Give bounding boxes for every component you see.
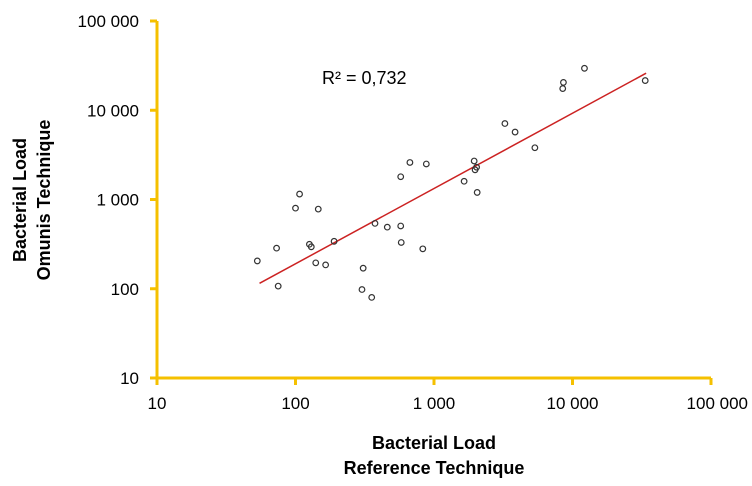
trendline-group	[259, 72, 647, 284]
y-tick-label: 1 000	[96, 191, 139, 210]
data-point	[397, 222, 405, 230]
x-axis-title-line2: Reference Technique	[344, 458, 525, 478]
data-point	[501, 120, 509, 127]
data-point	[307, 243, 315, 251]
data-point	[470, 157, 478, 165]
data-point	[371, 219, 379, 227]
data-point	[322, 261, 330, 269]
data-point	[531, 144, 539, 152]
x-tick-label: 100 000	[687, 394, 748, 413]
y-tick-label: 10	[120, 369, 139, 388]
data-point	[273, 244, 280, 252]
data-point	[422, 160, 430, 168]
data-point	[406, 159, 414, 166]
data-point	[368, 293, 376, 301]
data-point	[359, 264, 367, 272]
y-axis-title-line1: Bacterial Load	[10, 138, 30, 262]
axes	[150, 19, 713, 385]
y-tick-label: 100	[111, 280, 139, 299]
data-point	[312, 259, 320, 267]
data-point	[581, 64, 588, 72]
y-tick-label: 100 000	[78, 12, 139, 31]
data-point	[274, 282, 282, 290]
y-axis-title-line2: Omunis Technique	[34, 120, 54, 281]
data-point	[641, 77, 649, 84]
data-point	[473, 189, 481, 196]
data-point	[419, 245, 427, 253]
data-point	[397, 239, 405, 246]
trendline	[259, 72, 647, 284]
x-tick-label: 100	[281, 394, 309, 413]
data-point	[296, 190, 303, 198]
data-point	[559, 85, 567, 92]
data-point	[397, 173, 405, 181]
data-point	[383, 223, 391, 231]
data-point	[560, 79, 567, 86]
x-axis-title-line1: Bacterial Load	[372, 433, 496, 453]
y-tick-label: 10 000	[87, 101, 139, 120]
data-point	[460, 177, 468, 185]
data-point	[253, 257, 261, 265]
x-tick-label: 1 000	[413, 394, 456, 413]
data-point	[314, 205, 322, 213]
data-point	[292, 204, 299, 212]
data-point	[330, 237, 338, 245]
r-squared-annotation: R² = 0,732	[322, 68, 407, 88]
x-tick-label: 10 000	[547, 394, 599, 413]
data-point	[511, 128, 519, 136]
data-point	[358, 286, 366, 293]
tick-labels: 10 100 1 000 10 000 100 000 10 100 1 000 10 000 1…	[78, 12, 748, 413]
x-tick-label: 10	[148, 394, 167, 413]
data-point	[473, 163, 480, 171]
data-points	[253, 64, 649, 301]
